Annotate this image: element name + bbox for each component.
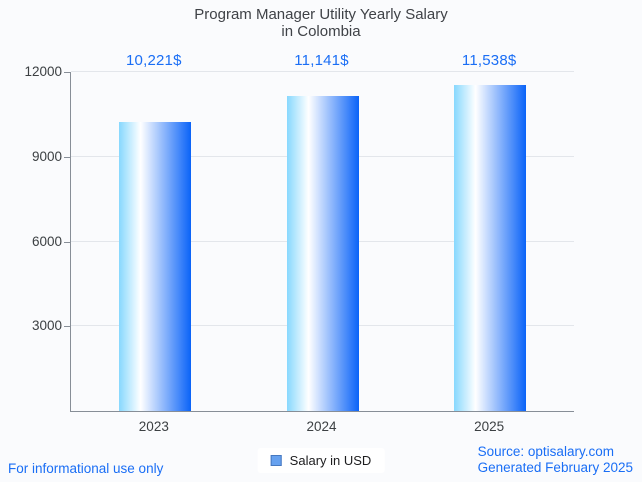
footer-disclaimer: For informational use only bbox=[8, 461, 164, 476]
bar-2023[interactable] bbox=[118, 122, 191, 411]
y-axis-label-3000: 3000 bbox=[31, 318, 62, 334]
y-axis-tick bbox=[64, 72, 70, 73]
bar-2024[interactable] bbox=[286, 96, 359, 411]
y-axis-tick bbox=[64, 326, 70, 328]
bar-value-label-2023: 10,221$ bbox=[126, 52, 182, 69]
bar-value-label-2025: 11,538$ bbox=[461, 52, 517, 69]
y-axis-tick bbox=[64, 156, 70, 158]
legend-label: Salary in USD bbox=[289, 453, 372, 468]
y-axis-tick bbox=[64, 241, 70, 243]
bar-2025[interactable] bbox=[454, 85, 527, 411]
x-axis-label-2023: 2023 bbox=[138, 419, 169, 434]
y-axis-label-9000: 9000 bbox=[31, 148, 62, 164]
bar-value-label-2024: 11,141$ bbox=[294, 52, 349, 69]
y-axis-label-12000: 12000 bbox=[24, 64, 62, 79]
x-axis-label-2025: 2025 bbox=[474, 419, 505, 434]
footer-source-block: Source: optisalary.com Generated Februar… bbox=[478, 444, 633, 476]
x-axis-label-2024: 2024 bbox=[306, 419, 337, 434]
y-axis-label-6000: 6000 bbox=[31, 233, 62, 249]
gridline-12000 bbox=[71, 71, 574, 72]
legend-item-salary-in-usd[interactable]: Salary in USD bbox=[257, 448, 385, 473]
chart-title-line2: in Colombia bbox=[281, 23, 361, 40]
footer-generated-line: Generated February 2025 bbox=[477, 460, 633, 475]
legend-marker-icon bbox=[270, 455, 282, 466]
plot-area bbox=[70, 71, 574, 412]
chart-title: Program Manager Utility Yearly Salary in… bbox=[0, 6, 642, 40]
footer-source-line: Source: optisalary.com bbox=[477, 444, 614, 459]
chart-title-line1: Program Manager Utility Yearly Salary bbox=[194, 6, 448, 23]
